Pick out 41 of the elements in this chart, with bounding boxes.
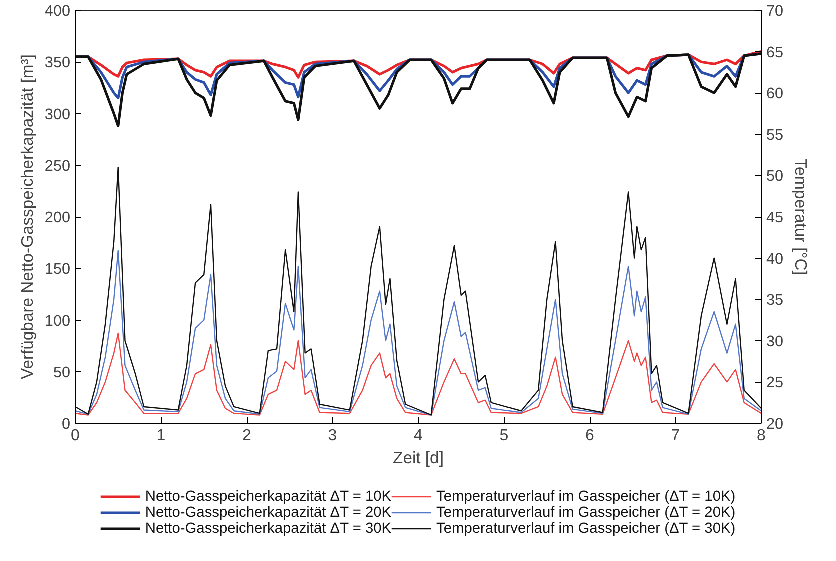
y2-tick-label: 25 bbox=[766, 374, 784, 392]
x-tick-label: 4 bbox=[414, 428, 424, 444]
y-tick-label: 400 bbox=[44, 3, 71, 20]
y2-tick-label: 35 bbox=[766, 292, 784, 310]
y-tick-label: 0 bbox=[62, 416, 71, 433]
y2-tick-label: 70 bbox=[766, 3, 784, 20]
legend-label: Netto-Gasspeicherkapazität ΔT = 20K bbox=[145, 504, 392, 520]
y-axis-title: Verfügbare Netto-Gasspeicherkapazität [m³] bbox=[18, 54, 37, 380]
y2-axis-title: Temperatur [°C] bbox=[792, 158, 811, 276]
y2-tick-label: 40 bbox=[766, 250, 784, 268]
line-series bbox=[76, 166, 762, 416]
x-tick-label: 2 bbox=[242, 428, 252, 444]
legend-label: Netto-Gasspeicherkapazität ΔT = 30K bbox=[145, 520, 392, 536]
y-tick-label: 200 bbox=[44, 210, 71, 226]
line-series bbox=[76, 52, 762, 128]
x-tick-label: 3 bbox=[328, 428, 338, 444]
legend-label: Temperaturverlauf im Gasspeicher (ΔT = 10K) bbox=[436, 488, 736, 504]
legend-label: Temperaturverlauf im Gasspeicher (ΔT = 30K) bbox=[436, 520, 736, 536]
y2-tick-label: 45 bbox=[766, 210, 784, 226]
y2-tick-label: 20 bbox=[766, 416, 784, 433]
y2-tick-label: 50 bbox=[766, 168, 784, 186]
line-series bbox=[76, 250, 762, 416]
legend-label: Netto-Gasspeicherkapazität ΔT = 10K bbox=[145, 488, 392, 504]
y-tick-label: 250 bbox=[44, 158, 71, 175]
y-tick-label: 300 bbox=[44, 106, 71, 124]
x-tick-label: 6 bbox=[586, 428, 595, 444]
x-tick-label: 1 bbox=[156, 428, 166, 444]
x-axis-title: Zeit [d] bbox=[393, 448, 444, 468]
x-tick-label: 8 bbox=[757, 428, 766, 444]
x-tick-label: 5 bbox=[500, 428, 509, 444]
y-tick-label: 350 bbox=[44, 54, 71, 72]
y-tick-label: 100 bbox=[44, 312, 71, 330]
legend-label: Temperaturverlauf im Gasspeicher (ΔT = 20K) bbox=[436, 504, 736, 520]
line-series bbox=[76, 332, 762, 416]
y-tick-label: 150 bbox=[44, 261, 71, 278]
y2-tick-label: 60 bbox=[766, 86, 784, 103]
y-tick-label: 50 bbox=[53, 364, 71, 382]
y2-tick-label: 55 bbox=[766, 126, 784, 144]
y2-tick-label: 30 bbox=[766, 333, 784, 350]
x-tick-label: 7 bbox=[671, 428, 680, 444]
y2-tick-label: 65 bbox=[766, 44, 784, 62]
